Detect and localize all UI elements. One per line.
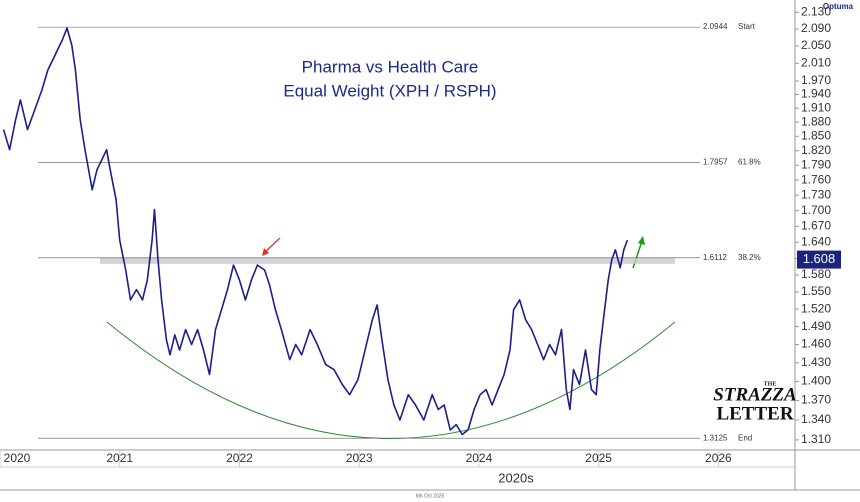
level-value: 1.6112	[703, 253, 727, 262]
x-tick-label: 2025	[585, 451, 612, 465]
level-value: 1.3125	[703, 433, 728, 442]
y-tick-label: 1.460	[801, 337, 831, 351]
y-tick-label: 1.670	[801, 218, 831, 232]
y-tick-label: 1.880	[801, 114, 831, 128]
level-value: 1.7957	[703, 158, 728, 167]
watermark: THE STRAZZA LETTER	[713, 381, 796, 424]
chart-title: Pharma vs Health Care	[302, 57, 479, 76]
y-tick-label: 1.580	[801, 267, 831, 281]
x-tick-label: 2020	[4, 451, 31, 465]
y-tick-label: 1.370	[801, 393, 831, 407]
y-tick-label: 1.640	[801, 234, 831, 248]
level-label: Start	[738, 22, 756, 31]
y-tick-label: 1.940	[801, 87, 831, 101]
last-value-label: 1.608	[803, 251, 836, 266]
y-tick-label: 1.520	[801, 301, 831, 315]
y-tick-label: 1.970	[801, 73, 831, 87]
y-tick-label: 1.490	[801, 319, 831, 333]
series-line	[2, 27, 629, 436]
x-tick-label: 2026	[705, 451, 732, 465]
y-tick-label: 1.820	[801, 143, 831, 157]
level-label: 61.8%	[738, 158, 761, 167]
watermark-text: THE	[764, 381, 777, 387]
date-stamp: 6th Oct 2025	[416, 493, 445, 499]
watermark-text: LETTER	[716, 403, 793, 424]
x-tick-label: 2024	[466, 451, 493, 465]
level-band	[100, 257, 675, 264]
y-tick-label: 2.050	[801, 38, 831, 52]
brand: Optuma	[823, 2, 854, 11]
watermark-text: STRAZZA	[713, 384, 796, 405]
x-axis-title: 2020s	[498, 470, 534, 485]
y-tick-label: 1.550	[801, 284, 831, 298]
last-value-box	[797, 250, 841, 269]
y-tick-label: 2.090	[801, 21, 831, 35]
level-label: End	[738, 433, 752, 442]
y-tick-label: 1.790	[801, 157, 831, 171]
y-tick-label: 2.130	[801, 4, 831, 18]
y-tick-label: 2.010	[801, 55, 831, 69]
level-value: 2.0944	[703, 22, 728, 31]
y-tick-label: 1.850	[801, 128, 831, 142]
y-tick-label: 1.760	[801, 172, 831, 186]
chart-title: Equal Weight (XPH / RSPH)	[283, 81, 496, 100]
level-label: 38.2%	[738, 253, 761, 262]
y-tick-label: 1.910	[801, 100, 831, 114]
y-tick-label: 1.730	[801, 187, 831, 201]
y-tick-label: 1.400	[801, 374, 831, 388]
x-tick-label: 2022	[226, 451, 253, 465]
y-tick-label: 1.430	[801, 355, 831, 369]
red-arrow	[262, 237, 281, 256]
x-tick-label: 2023	[346, 451, 373, 465]
y-tick-label: 1.310	[801, 432, 831, 446]
y-tick-label: 1.700	[801, 203, 831, 217]
y-tick-label: 1.340	[801, 412, 831, 426]
x-tick-label: 2021	[106, 451, 133, 465]
